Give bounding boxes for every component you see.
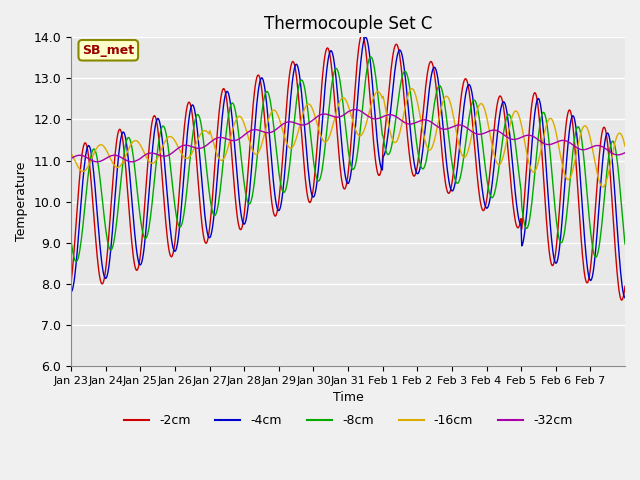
-2cm [262, 125, 269, 131]
-4cm [406, 121, 413, 127]
-16cm [132, 138, 140, 144]
Line: -2cm: -2cm [71, 35, 625, 300]
Y-axis label: Temperature: Temperature [15, 162, 28, 241]
-8cm [67, 239, 75, 244]
-8cm [235, 132, 243, 137]
-4cm [262, 90, 269, 96]
-32cm [621, 150, 629, 156]
-32cm [93, 159, 101, 165]
Text: SB_met: SB_met [82, 44, 134, 57]
-16cm [67, 150, 75, 156]
-8cm [367, 54, 374, 60]
-4cm [132, 244, 140, 250]
-8cm [406, 90, 414, 96]
Line: -16cm: -16cm [71, 89, 625, 187]
-16cm [599, 184, 607, 190]
-2cm [437, 137, 445, 143]
-4cm [282, 150, 290, 156]
-4cm [234, 183, 242, 189]
-2cm [234, 218, 242, 224]
-8cm [284, 181, 291, 187]
-4cm [437, 101, 445, 107]
-4cm [362, 34, 370, 40]
-16cm [234, 114, 242, 120]
-8cm [262, 89, 270, 95]
-2cm [621, 283, 629, 289]
-32cm [406, 121, 414, 127]
-2cm [282, 105, 290, 111]
-16cm [282, 139, 290, 145]
-2cm [618, 297, 625, 303]
-8cm [621, 241, 629, 247]
Line: -32cm: -32cm [71, 109, 625, 162]
X-axis label: Time: Time [333, 391, 364, 404]
-4cm [621, 295, 629, 300]
-4cm [67, 289, 75, 295]
-8cm [133, 185, 141, 191]
-8cm [438, 86, 445, 92]
-8cm [72, 259, 80, 264]
-2cm [67, 279, 75, 285]
-2cm [358, 32, 366, 37]
-32cm [262, 130, 270, 135]
-32cm [352, 107, 360, 112]
-16cm [408, 86, 416, 92]
-16cm [437, 107, 445, 113]
-16cm [621, 143, 629, 149]
-32cm [133, 157, 141, 163]
Line: -8cm: -8cm [71, 57, 625, 262]
-2cm [132, 267, 140, 273]
-16cm [262, 128, 269, 133]
-32cm [67, 156, 75, 161]
Legend: -2cm, -4cm, -8cm, -16cm, -32cm: -2cm, -4cm, -8cm, -16cm, -32cm [119, 409, 577, 432]
-32cm [438, 126, 445, 132]
Line: -4cm: -4cm [71, 37, 625, 298]
Title: Thermocouple Set C: Thermocouple Set C [264, 15, 432, 33]
-32cm [284, 120, 291, 125]
-2cm [406, 156, 413, 161]
-32cm [235, 136, 243, 142]
-16cm [405, 89, 413, 95]
